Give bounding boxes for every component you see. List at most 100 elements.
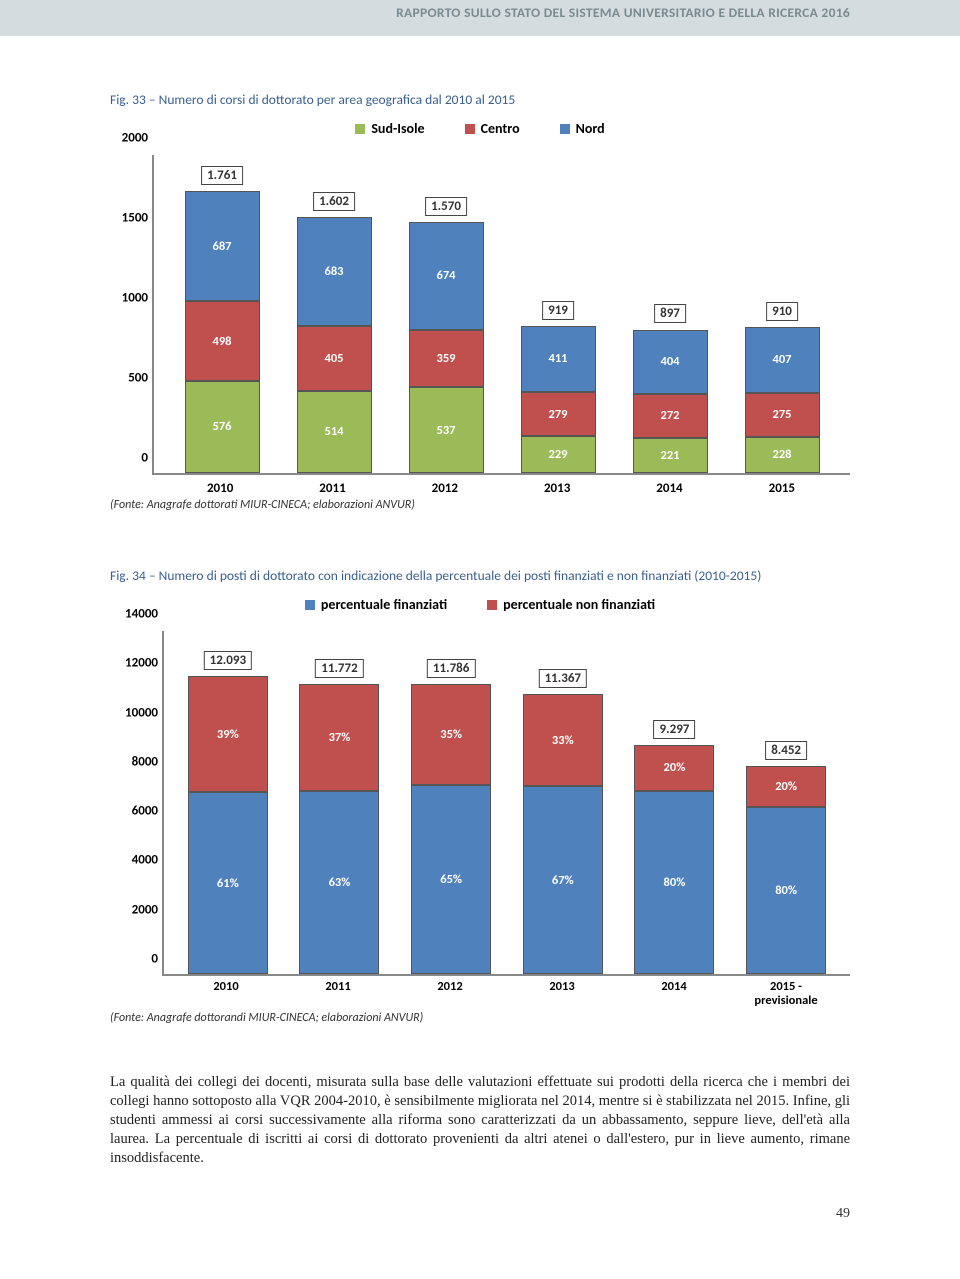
bar-segment: 576 (185, 381, 260, 473)
bar-segment: 39% (188, 676, 268, 792)
bar-segment: 359 (409, 330, 484, 387)
total-label: 897 (654, 304, 686, 323)
x-tick: 2014 (634, 980, 714, 1009)
bar-segment: 67% (523, 786, 603, 974)
bar-segment: 20% (746, 766, 826, 808)
y-tick: 2000 (112, 131, 148, 146)
bar-segment: 687 (185, 191, 260, 301)
bar-segment: 33% (523, 694, 603, 786)
x-tick: 2011 (295, 481, 370, 496)
bar-column: 61%39% 12.093 (188, 631, 268, 974)
bar-column: 514405683 1.602 (297, 155, 372, 473)
y-tick: 0 (112, 451, 148, 466)
total-label: 1.602 (313, 192, 355, 211)
page-number: 49 (110, 1206, 850, 1222)
x-tick: 2015 -previsionale (746, 980, 826, 1009)
fig33-bars: 576498687 1.761 514405683 1.602 537359674 1.5… (154, 155, 850, 473)
y-tick: 2000 (112, 902, 158, 917)
fig34-legend: percentuale finanziati percentuale non fi… (110, 596, 850, 613)
fig34-xaxis: 2010 2011 2012 2013 2014 2015 -previsionale (110, 976, 850, 1009)
y-tick: 14000 (112, 607, 158, 622)
total-label: 12.093 (204, 651, 252, 670)
bar-column: 229279411 919 (521, 155, 596, 473)
legend-item: Centro (465, 120, 520, 137)
x-tick: 2012 (410, 980, 490, 1009)
x-tick: 2010 (186, 980, 266, 1009)
page-content: Fig. 33 – Numero di corsi di dottorato p… (0, 91, 960, 1252)
bar-segment: 498 (185, 301, 260, 381)
x-tick: 2012 (407, 481, 482, 496)
fig34-caption: Fig. 34 – Numero di posti di dottorato c… (110, 567, 850, 584)
bar-column: 221272404897 (633, 155, 708, 473)
total-label: 910 (766, 302, 798, 321)
bar-segment: 537 (409, 387, 484, 473)
fig33-source: (Fonte: Anagrafe dottorati MIUR-CINECA; … (110, 498, 850, 512)
total-label: 11.772 (315, 659, 363, 678)
total-label: 9.297 (654, 720, 696, 739)
bar-segment: 80% (746, 807, 826, 974)
legend-item: Nord (560, 120, 605, 137)
bar-column: 537359674 1.570 (409, 155, 484, 473)
bar-segment: 63% (299, 791, 379, 974)
fig33-caption: Fig. 33 – Numero di corsi di dottorato p… (110, 91, 850, 108)
bar-segment: 80% (634, 791, 714, 974)
bar-segment: 411 (521, 326, 596, 392)
x-tick: 2015 (744, 481, 819, 496)
y-tick: 4000 (112, 853, 158, 868)
y-tick: 1000 (112, 291, 148, 306)
bar-column: 65%35%11.786 (411, 631, 491, 974)
total-label: 1.570 (425, 197, 467, 216)
bar-segment: 65% (411, 785, 491, 974)
bar-segment: 407 (745, 327, 820, 392)
bar-segment: 229 (521, 436, 596, 473)
fig33-legend: Sud-Isole Centro Nord (110, 120, 850, 137)
legend-item: percentuale non finanziati (487, 596, 655, 613)
bar-segment: 514 (297, 391, 372, 473)
bar-segment: 275 (745, 393, 820, 437)
bar-column: 80%20% 8.452 (746, 631, 826, 974)
bar-column: 63%37% 11.772 (299, 631, 379, 974)
bar-segment: 228 (745, 437, 820, 473)
y-tick: 8000 (112, 754, 158, 769)
fig33-plot-area: 576498687 1.761 514405683 1.602 537359674 1.5… (152, 155, 850, 475)
bar-column: 228275407 910 (745, 155, 820, 473)
bar-segment: 20% (634, 745, 714, 791)
y-tick: 6000 (112, 804, 158, 819)
fig34-source: (Fonte: Anagrafe dottorandi MIUR-CINECA;… (110, 1011, 850, 1025)
total-label: 8.452 (765, 741, 807, 760)
y-tick: 1500 (112, 211, 148, 226)
bar-segment: 405 (297, 326, 372, 391)
total-label: 919 (542, 301, 574, 320)
x-tick: 2011 (298, 980, 378, 1009)
bar-segment: 674 (409, 222, 484, 330)
y-tick: 500 (112, 371, 148, 386)
fig34-plot-area: 61%39% 12.093 63%37% 11.772 65%35%11.786 67%3… (162, 631, 850, 976)
fig33-chart: 576498687 1.761 514405683 1.602 537359674 1.5… (110, 155, 850, 496)
x-tick: 2010 (183, 481, 258, 496)
bar-segment: 61% (188, 792, 268, 974)
bar-column: 67%33% 11.367 (523, 631, 603, 974)
total-label: 11.367 (539, 669, 587, 688)
bar-column: 80%20% 9.297 (634, 631, 714, 974)
total-label: 1.761 (201, 166, 243, 185)
bar-segment: 683 (297, 217, 372, 326)
bar-segment: 404 (633, 330, 708, 395)
legend-item: Sud-Isole (355, 120, 424, 137)
legend-item: percentuale finanziati (305, 596, 447, 613)
bar-segment: 221 (633, 438, 708, 473)
y-tick: 10000 (112, 705, 158, 720)
bar-segment: 37% (299, 684, 379, 791)
bar-segment: 279 (521, 392, 596, 437)
header-band: RAPPORTO SULLO STATO DEL SISTEMA UNIVERS… (0, 0, 960, 36)
total-label: 11.786 (427, 659, 475, 678)
fig33-xaxis: 2010 2011 2012 2013 2014 2015 (110, 475, 850, 496)
fig34-bars: 61%39% 12.093 63%37% 11.772 65%35%11.786 67%3… (164, 631, 850, 974)
bar-column: 576498687 1.761 (185, 155, 260, 473)
x-tick: 2014 (632, 481, 707, 496)
x-tick: 2013 (522, 980, 602, 1009)
fig34-chart: 61%39% 12.093 63%37% 11.772 65%35%11.786 67%3… (110, 631, 850, 1009)
report-title: RAPPORTO SULLO STATO DEL SISTEMA UNIVERS… (0, 0, 960, 21)
x-tick: 2013 (520, 481, 595, 496)
y-tick: 12000 (112, 656, 158, 671)
y-tick: 0 (112, 952, 158, 967)
